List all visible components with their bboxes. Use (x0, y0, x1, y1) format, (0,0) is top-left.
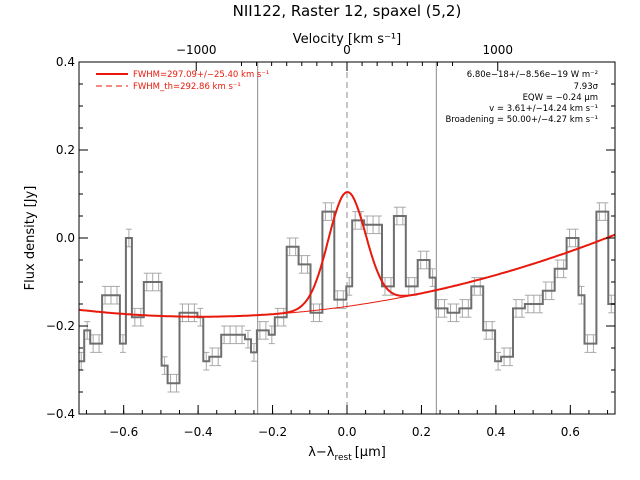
x-tick-label: −0.6 (109, 425, 138, 439)
y-tick-label: 0.2 (56, 143, 75, 157)
x-axis-label-sub: rest (334, 453, 352, 463)
legend-label-1: FWHM_th=292.86 km s⁻¹ (133, 82, 241, 92)
top-axis-label: Velocity [km s⁻¹] (293, 32, 401, 47)
y-tick-label: −0.2 (46, 319, 75, 333)
model-fit-line (78, 190, 616, 318)
y-axis-label: Flux density [Jy] (23, 186, 38, 291)
legend-label-0: FWHM=297.09+/−25.40 km s⁻¹ (133, 70, 269, 80)
x-axis-label: λ−λrest [μm] (308, 445, 386, 463)
annotation-sigma: 7.93σ (574, 82, 599, 92)
y-tick-label: 0.4 (56, 55, 75, 69)
x-tick-label: −0.4 (184, 425, 213, 439)
chart-title: NII122, Raster 12, spaxel (5,2) (233, 2, 462, 20)
spectrum-histogram (79, 210, 615, 385)
annotation-velocity: v = 3.61+/−14.24 km s⁻¹ (489, 104, 598, 114)
x-tick-label: 0.0 (337, 425, 356, 439)
annotation-eqw: EQW = −0.24 μm (523, 93, 598, 103)
annotations: 6.80e−18+/−8.56e−19 W m⁻² 7.93σ EQW = −0… (445, 70, 598, 125)
annotation-broadening: Broadening = 50.00+/−4.27 km s⁻¹ (445, 115, 598, 125)
y-tick-label: 0.0 (56, 231, 75, 245)
top-tick-label: 0 (343, 43, 351, 57)
plot-area: −0.6 −0.4 −0.2 0.0 0.2 0.4 0.6 −0.4 −0.2 0.0 0.2 0.… (46, 43, 616, 439)
top-tick-label: −1000 (176, 43, 217, 57)
x-tick-label: 0.2 (412, 425, 431, 439)
x-axis-label-unit: [μm] (355, 445, 386, 460)
x-axis-label-main: λ−λ (308, 445, 335, 460)
x-tick-label: −0.2 (258, 425, 287, 439)
x-tick-label: 0.6 (561, 425, 580, 439)
y-tick-label: −0.4 (46, 407, 75, 421)
top-tick-label: 1000 (482, 43, 513, 57)
x-tick-label: 0.4 (486, 425, 505, 439)
annotation-flux: 6.80e−18+/−8.56e−19 W m⁻² (467, 70, 598, 80)
legend: FWHM=297.09+/−25.40 km s⁻¹ FWHM_th=292.8… (96, 70, 269, 92)
